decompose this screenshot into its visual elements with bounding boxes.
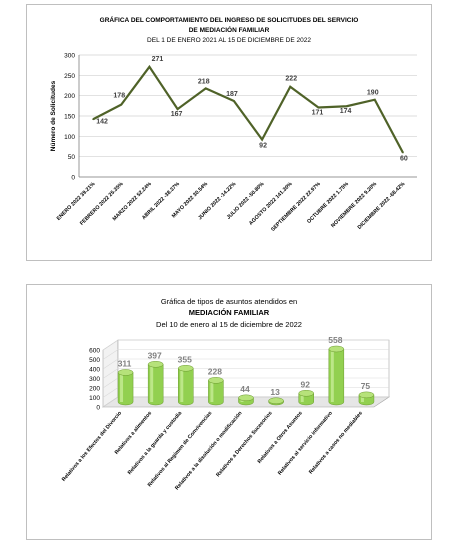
data-point bbox=[120, 103, 123, 106]
data-label: 171 bbox=[312, 109, 324, 116]
bar-top bbox=[117, 369, 134, 376]
y-tick-label: 300 bbox=[89, 376, 100, 383]
gridline bbox=[102, 349, 389, 360]
data-label: 178 bbox=[113, 93, 125, 100]
x-tick-label: Relativos a casos no mediables bbox=[308, 410, 364, 475]
bar-top bbox=[178, 365, 194, 372]
cylinder-bar-chart: 0 100 200 300 400 500 600 311 Relativos a los Ef… bbox=[61, 335, 390, 491]
x-tick-label: Relativos a la guarda y custodia bbox=[127, 410, 183, 476]
series-line bbox=[92, 64, 404, 154]
data-label: 397 bbox=[148, 350, 162, 360]
data-label: 222 bbox=[285, 76, 297, 83]
data-label: 228 bbox=[208, 366, 222, 376]
y-tick-label: 300 bbox=[64, 53, 75, 60]
data-label: 92 bbox=[259, 143, 267, 150]
data-label: 92 bbox=[300, 379, 310, 389]
data-label: 142 bbox=[96, 118, 108, 125]
data-point bbox=[233, 100, 235, 102]
bar-top bbox=[298, 390, 314, 397]
data-point bbox=[92, 118, 94, 121]
bar-top bbox=[358, 391, 375, 399]
chart-title-line-3: DEL 1 DE ENERO 2021 AL 15 DE DICIEMBRE D… bbox=[147, 37, 311, 44]
data-label: 44 bbox=[240, 384, 250, 394]
data-label: 271 bbox=[152, 56, 164, 63]
data-label: 60 bbox=[400, 156, 408, 163]
data-point bbox=[261, 138, 263, 141]
x-tick-label: SEPTIEMBRE 2022 22.97% bbox=[270, 181, 322, 233]
gridline bbox=[102, 358, 389, 370]
y-tick-label: 0 bbox=[96, 405, 100, 412]
y-tick-label: 250 bbox=[64, 73, 75, 80]
x-tick-label: Relativos a Derechos Sucesorios bbox=[215, 410, 273, 478]
bar-highlight bbox=[300, 393, 304, 402]
x-tick-label: Relativos a la disolución o modificación bbox=[174, 410, 243, 491]
chart-title-line-1: Gráfica de tipos de asuntos atendidos en bbox=[160, 297, 298, 306]
bar-highlight bbox=[330, 348, 334, 402]
y-tick-label: 0 bbox=[71, 175, 75, 182]
bar-top bbox=[328, 345, 345, 353]
bar-highlight bbox=[150, 364, 154, 402]
y-tick-label: 100 bbox=[89, 395, 100, 402]
bar-top bbox=[208, 377, 224, 384]
gridline bbox=[102, 368, 389, 379]
line-chart: 0 50 100 150 200 250 300 Número de Solicitudes 1… bbox=[50, 53, 417, 233]
y-tick-label: 200 bbox=[89, 386, 100, 393]
y-tick-label: 150 bbox=[64, 114, 75, 121]
y-tick-label: 100 bbox=[64, 134, 75, 141]
chart-title-line-1: GRÁFICA DEL COMPORTAMIENTO DEL INGRESO D… bbox=[99, 17, 359, 24]
data-label: 218 bbox=[198, 78, 210, 85]
data-point bbox=[373, 98, 376, 101]
data-label: 311 bbox=[118, 358, 132, 368]
data-point bbox=[345, 105, 348, 108]
data-label: 167 bbox=[171, 111, 183, 118]
data-label: 190 bbox=[367, 90, 379, 97]
bar-chart-panel: Gráfica de tipos de asuntos atendidos en… bbox=[26, 284, 432, 540]
y-tick-label: 400 bbox=[89, 367, 100, 374]
bar-highlight bbox=[180, 368, 184, 402]
data-point bbox=[289, 85, 292, 88]
data-label: 75 bbox=[361, 381, 371, 391]
gridline bbox=[102, 339, 389, 351]
data-point bbox=[402, 151, 404, 154]
chart-title-line-3: Del 10 de enero al 15 de diciembre de 20… bbox=[156, 320, 302, 329]
y-tick-label: 600 bbox=[89, 348, 100, 355]
data-label: 558 bbox=[328, 335, 342, 345]
bar-highlight bbox=[360, 394, 364, 402]
y-tick-label: 50 bbox=[68, 154, 76, 161]
data-point bbox=[204, 87, 207, 90]
x-tick-label: DICIEMBRE 2022 -68.42% bbox=[357, 181, 407, 231]
data-label: 174 bbox=[340, 108, 352, 115]
data-label: 13 bbox=[270, 387, 280, 397]
y-tick-label: 200 bbox=[64, 93, 75, 100]
y-axis-label: Número de Solicitudes bbox=[50, 80, 57, 151]
x-tick-label: Relativos al servicio informativo bbox=[277, 410, 334, 477]
x-tick-label: Relativos al Regimen de Convivencias bbox=[147, 410, 214, 488]
x-tick-label: Relativos a los Efectos del Divorcio bbox=[61, 410, 124, 483]
data-point bbox=[148, 65, 151, 68]
data-label: 355 bbox=[178, 354, 192, 364]
data-label: 187 bbox=[226, 91, 238, 98]
bar-highlight bbox=[120, 372, 124, 402]
bar-top bbox=[238, 394, 254, 402]
bar-top bbox=[268, 397, 284, 405]
chart-title-line-2: MEDIACIÓN FAMILIAR bbox=[188, 308, 270, 317]
y-tick-label: 500 bbox=[89, 357, 100, 364]
chart-title-line-2: DE MEDIACIÓN FAMILIAR bbox=[188, 27, 270, 34]
bar-top bbox=[147, 361, 164, 368]
bar-highlight bbox=[210, 380, 214, 402]
data-point bbox=[317, 106, 320, 109]
line-chart-panel: GRÁFICA DEL COMPORTAMIENTO DEL INGRESO D… bbox=[26, 4, 432, 261]
data-point bbox=[176, 108, 179, 110]
